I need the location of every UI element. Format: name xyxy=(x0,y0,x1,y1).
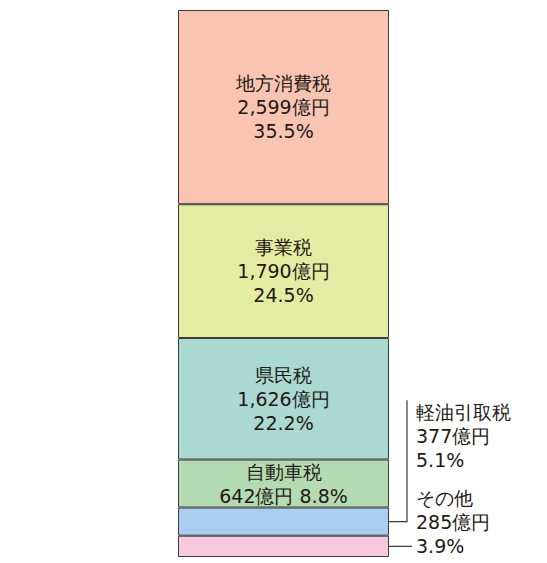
svg-text:3.9%: 3.9% xyxy=(416,535,464,557)
svg-text:22.2%: 22.2% xyxy=(253,412,313,434)
svg-text:県民税: 県民税 xyxy=(255,364,312,386)
svg-text:377億円: 377億円 xyxy=(416,425,490,447)
svg-text:1,626億円: 1,626億円 xyxy=(237,388,329,410)
svg-text:642億円 8.8%: 642億円 8.8% xyxy=(219,485,348,507)
svg-text:2,599億円: 2,599億円 xyxy=(237,96,329,118)
svg-text:その他: その他 xyxy=(416,487,473,509)
svg-text:285億円: 285億円 xyxy=(416,511,490,533)
svg-text:35.5%: 35.5% xyxy=(253,120,313,142)
svg-text:24.5%: 24.5% xyxy=(253,284,313,306)
svg-text:1,790億円: 1,790億円 xyxy=(237,260,329,282)
svg-text:地方消費税: 地方消費税 xyxy=(235,72,331,94)
svg-text:軽油引取税: 軽油引取税 xyxy=(416,401,511,423)
svg-text:事業税: 事業税 xyxy=(255,236,312,258)
svg-text:5.1%: 5.1% xyxy=(416,449,464,471)
svg-text:自動車税: 自動車税 xyxy=(246,461,322,483)
